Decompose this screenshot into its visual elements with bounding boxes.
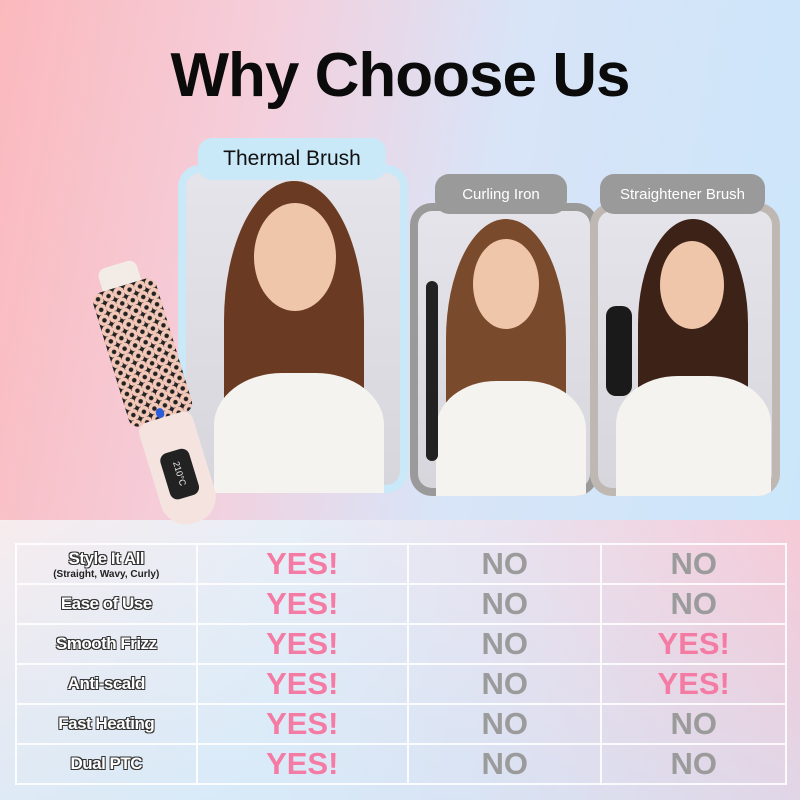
feature-label: Dual PTC	[15, 743, 198, 785]
table-row: Smooth Frizz YES! NO YES!	[15, 623, 787, 665]
comparison-cell: YES!	[195, 663, 409, 705]
comparison-cell: NO	[600, 543, 787, 585]
feature-label: Smooth Frizz	[15, 623, 198, 665]
comparison-cell: YES!	[195, 623, 409, 665]
page-title: Why Choose Us	[170, 41, 631, 110]
comparison-cell: YES!	[600, 663, 787, 705]
feature-label: Style It All (Straight, Wavy, Curly)	[15, 543, 198, 585]
comparison-cell: YES!	[600, 623, 787, 665]
comparison-cell: NO	[600, 583, 787, 625]
comparison-cell: NO	[406, 623, 603, 665]
curling-iron-card	[410, 203, 598, 496]
straightener-brush-label: Straightener Brush	[600, 174, 765, 214]
comparison-cell: YES!	[195, 583, 409, 625]
comparison-table: Style It All (Straight, Wavy, Curly) YES! N…	[15, 543, 787, 785]
straightener-brush-card	[590, 203, 780, 496]
thermal-brush-label: Thermal Brush	[198, 138, 386, 180]
unhappy-woman-photo	[418, 211, 590, 496]
feature-label: Fast Heating	[15, 703, 198, 745]
table-row: Dual PTC YES! NO NO	[15, 743, 787, 785]
feature-sublabel: (Straight, Wavy, Curly)	[53, 568, 160, 580]
curling-iron-label: Curling Iron	[435, 174, 567, 214]
comparison-cell: NO	[600, 703, 787, 745]
table-row: Ease of Use YES! NO NO	[15, 583, 787, 625]
table-row: Anti-scald YES! NO YES!	[15, 663, 787, 705]
comparison-cell: NO	[406, 663, 603, 705]
thermal-brush-card	[178, 165, 408, 493]
comparison-cell: YES!	[195, 543, 409, 585]
curling-iron-icon	[426, 281, 438, 461]
comparison-cell: YES!	[195, 703, 409, 745]
comparison-cell: NO	[406, 543, 603, 585]
comparison-cell: NO	[600, 743, 787, 785]
straightener-brush-icon	[606, 306, 632, 396]
comparison-cell: NO	[406, 703, 603, 745]
comparison-cell: YES!	[195, 743, 409, 785]
feature-label: Ease of Use	[15, 583, 198, 625]
comparison-cell: NO	[406, 743, 603, 785]
table-row: Fast Heating YES! NO NO	[15, 703, 787, 745]
feature-label: Anti-scald	[15, 663, 198, 705]
unhappy-woman-photo	[598, 211, 772, 496]
table-row: Style It All (Straight, Wavy, Curly) YES! N…	[15, 543, 787, 585]
comparison-cell: NO	[406, 583, 603, 625]
happy-woman-photo	[186, 173, 400, 493]
